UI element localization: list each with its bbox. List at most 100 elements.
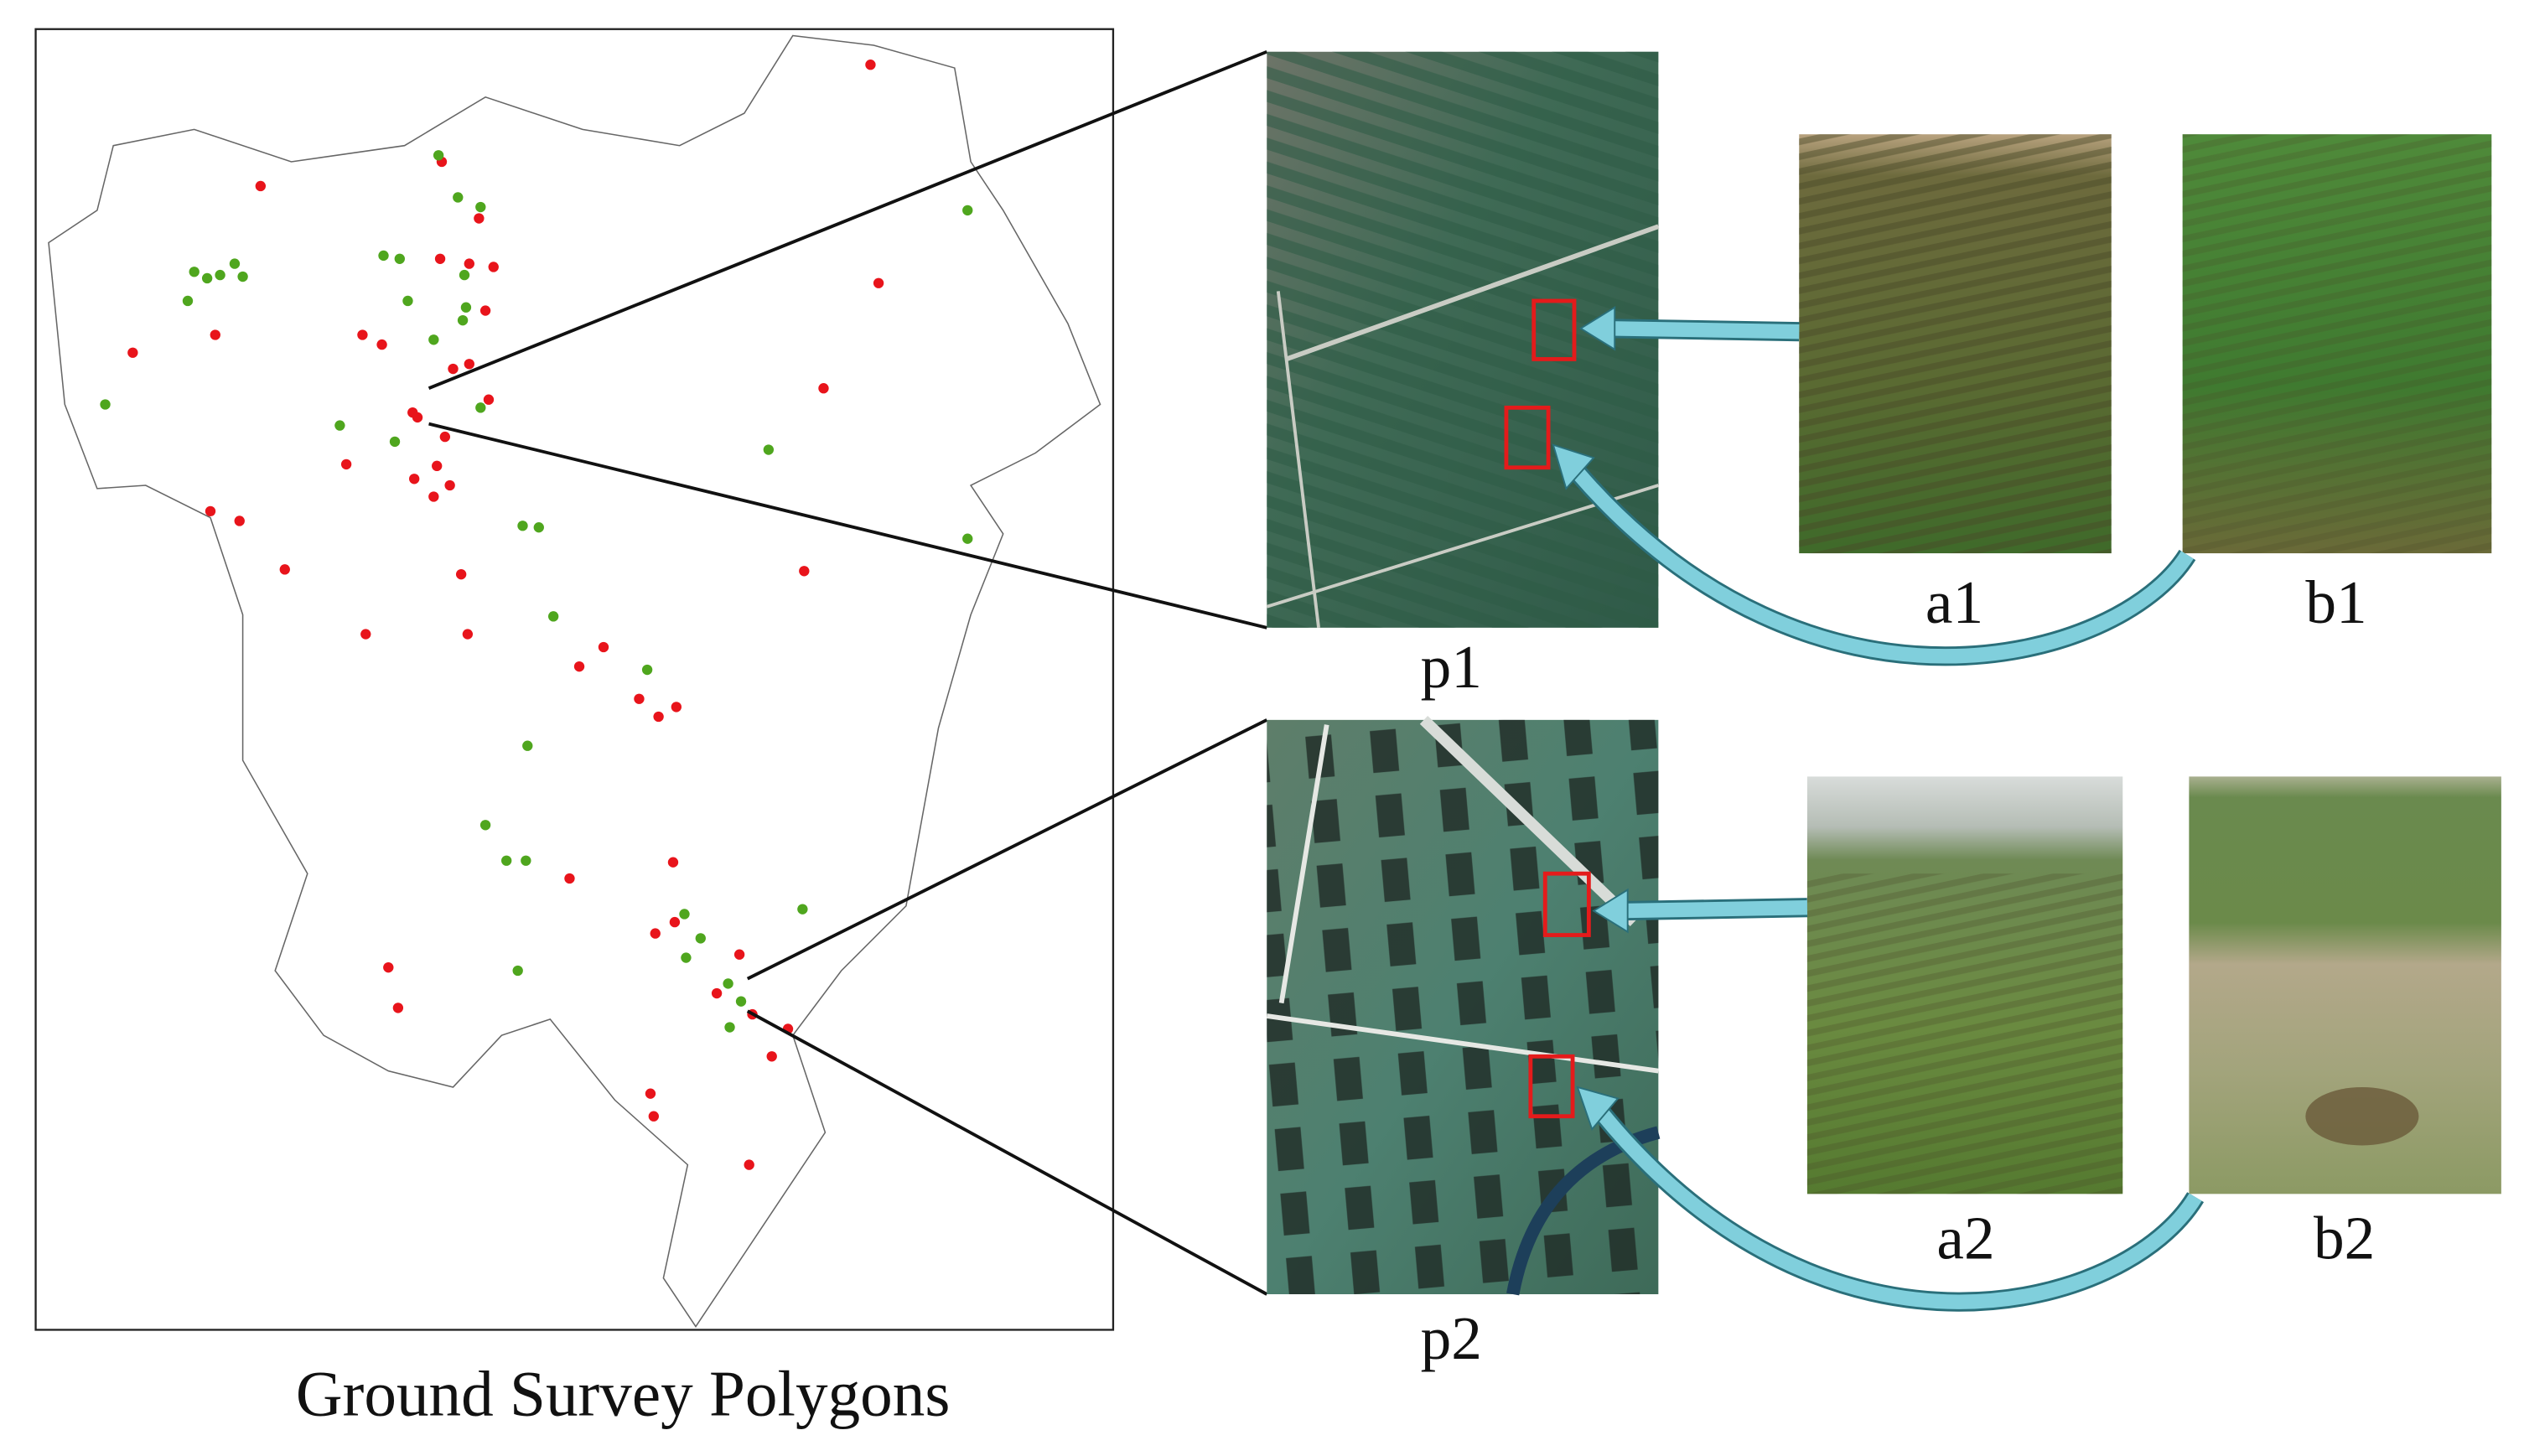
survey-points [100,60,973,1170]
survey-point [402,295,413,307]
survey-point [483,394,495,405]
survey-point [210,329,220,340]
survey-point [439,431,451,443]
survey-point [735,996,747,1007]
survey-point [695,933,706,944]
photo-b1 [2182,134,2492,554]
survey-point [648,1111,659,1122]
connectors [428,49,1268,1296]
survey-point [255,180,267,192]
survey-point [573,661,585,672]
survey-point [182,295,194,307]
survey-point [455,568,467,580]
survey-point [797,904,808,915]
survey-point [340,459,352,470]
survey-point [376,339,387,350]
survey-point [479,820,491,831]
survey-point [229,258,241,269]
survey-point [723,978,733,989]
survey-point [448,363,459,375]
survey-point [234,516,245,526]
image-label: b1 [2305,568,2366,636]
survey-point [409,474,420,484]
survey-point [383,961,394,973]
survey-point [444,479,455,491]
survey-point [962,205,973,216]
survey-point [547,611,559,622]
arrows [1570,319,2205,1312]
survey-point [453,192,464,203]
survey-point [464,258,474,269]
survey-point [641,664,653,676]
survey-point [462,629,474,640]
survey-point [394,253,405,264]
survey-point [100,399,111,410]
arrow-heads [1552,305,1629,1132]
survey-point [201,272,213,284]
survey-point [671,702,682,712]
survey-point [432,460,443,472]
image-label: p2 [1421,1304,1482,1372]
survey-point [392,1003,404,1013]
survey-point [873,277,884,288]
image-label: p1 [1421,633,1482,701]
survey-point [634,693,645,704]
survey-point [459,269,470,281]
survey-point [517,521,528,531]
connector [746,718,1268,981]
survey-point [479,305,491,316]
survey-point [189,267,200,277]
survey-point [799,566,810,577]
survey-point [237,271,248,282]
survey-point [818,383,829,394]
survey-point [865,60,876,70]
caption: Ground Survey Polygons [296,1358,950,1430]
survey-point [598,641,609,653]
survey-point [733,949,745,960]
survey-point [724,1022,735,1033]
survey-point [360,629,371,640]
survey-point [501,855,512,866]
survey-point [389,436,401,448]
photo-a2 [1806,776,2123,1194]
survey-point [279,564,290,575]
survey-point [428,334,439,345]
survey-point [650,928,661,939]
survey-point [434,253,446,264]
survey-point [464,359,474,370]
survey-point [679,909,690,920]
satellite-p1 [1266,51,1660,629]
survey-point [488,262,499,272]
survey-point [521,855,531,866]
satellite-p2 [1266,715,1661,1296]
survey-point [653,711,664,723]
survey-point [357,329,368,340]
survey-point [475,402,486,413]
survey-point [564,873,575,884]
survey-point [127,347,138,358]
survey-point [766,1051,777,1062]
connector [428,49,1268,390]
survey-point [533,522,544,533]
survey-point [475,201,486,213]
survey-point [645,1088,656,1099]
survey-point [512,965,523,977]
survey-point [681,952,692,963]
survey-point [763,444,775,455]
survey-point [460,302,472,313]
map-frame [34,28,1115,1331]
connector [428,422,1267,630]
survey-point [744,1159,754,1170]
survey-point [667,857,679,868]
survey-point [522,740,533,751]
survey-point [378,250,389,262]
connector [746,1009,1268,1296]
survey-point [457,314,469,326]
survey-point [412,412,423,423]
photo-a1 [1799,134,2112,554]
survey-point [334,420,345,431]
survey-point [962,533,973,544]
region-outline [48,34,1101,1328]
